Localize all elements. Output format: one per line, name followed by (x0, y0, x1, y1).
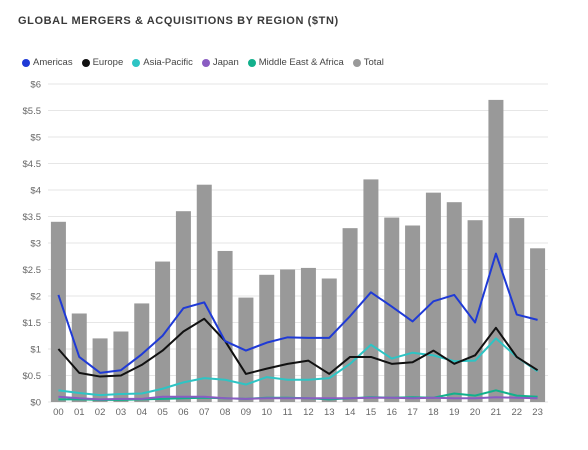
x-tick-label: 00 (53, 407, 64, 418)
bar-total (300, 267, 316, 402)
bar-total (134, 303, 150, 402)
y-tick-label: $5.5 (23, 106, 42, 117)
x-tick-label: 04 (136, 407, 147, 418)
y-tick-label: $2 (30, 292, 41, 303)
x-tick-label: 05 (157, 407, 168, 418)
bar-total (446, 202, 462, 402)
bar-total (113, 331, 129, 402)
bar-total (425, 192, 441, 402)
x-tick-label: 13 (324, 407, 335, 418)
line-asia-pacific (58, 337, 539, 397)
x-tick-label: 18 (428, 407, 439, 418)
y-tick-label: $1 (30, 345, 41, 356)
legend-item: Europe (81, 57, 124, 68)
y-tick-label: $0.5 (23, 371, 42, 382)
bar-total (467, 220, 483, 402)
legend-label: Middle East & Africa (258, 57, 344, 68)
x-tick-label: 16 (386, 407, 397, 418)
x-tick-label: 10 (261, 407, 272, 418)
bar-total (196, 184, 212, 402)
line-americas (57, 252, 538, 374)
bar-total (321, 278, 337, 402)
x-tick-label: 17 (407, 407, 418, 418)
legend-swatch (201, 58, 210, 67)
x-tick-label: 06 (178, 407, 189, 418)
y-tick-label: $3.5 (23, 212, 42, 223)
x-tick-label: 19 (449, 407, 460, 418)
legend-label: Total (363, 57, 384, 68)
legend-label: Europe (92, 57, 124, 68)
x-tick-label: 14 (345, 407, 356, 418)
legend-item: Middle East & Africa (247, 57, 344, 68)
legend-label: Japan (212, 57, 239, 68)
y-tick-label: $4.5 (23, 159, 42, 170)
legend-swatch (132, 58, 141, 67)
x-tick-label: 08 (220, 407, 231, 418)
x-tick-label: 07 (199, 407, 210, 418)
bar-total (530, 248, 546, 402)
legend-swatch (247, 58, 256, 67)
x-tick-label: 02 (95, 407, 106, 418)
legend-label: Asia-Pacific (143, 57, 193, 68)
bar-total (50, 221, 66, 402)
x-tick-label: 21 (491, 407, 502, 418)
bar-total (363, 179, 379, 402)
x-tick-label: 22 (511, 407, 522, 418)
chart-title: GLOBAL MERGERS & ACQUISITIONS BY REGION … (18, 15, 339, 27)
x-tick-label: 03 (116, 407, 127, 418)
legend-swatch (352, 58, 361, 67)
x-tick-label: 11 (283, 407, 293, 418)
legend-swatch (22, 58, 30, 67)
bar-total (509, 218, 525, 402)
bar-total (405, 225, 421, 402)
legend-swatch (81, 58, 90, 67)
x-tick-label: 09 (241, 407, 252, 418)
x-tick-label: 23 (532, 407, 543, 418)
bar-total (155, 261, 171, 402)
x-tick-label: 20 (470, 407, 481, 418)
chart-legend: Americas Europe Asia-Pacific Japan Middle Ea… (22, 57, 384, 68)
y-tick-label: $3 (30, 239, 41, 250)
y-tick-label: $0 (30, 398, 41, 409)
y-tick-label: $5 (30, 133, 41, 144)
bar-total (175, 211, 191, 402)
x-tick-label: 01 (74, 407, 85, 418)
legend-item: Asia-Pacific (132, 57, 193, 68)
line-japan (58, 395, 538, 401)
bar-total (280, 269, 296, 402)
x-tick-label: 12 (303, 407, 314, 418)
bar-total (217, 250, 233, 402)
legend-item: Japan (201, 57, 239, 68)
bar-total (488, 99, 504, 403)
bar-total (92, 338, 108, 402)
legend-item: Americas (22, 57, 73, 68)
line-europe (57, 317, 539, 378)
y-tick-label: $1.5 (23, 318, 42, 329)
y-tick-label: $4 (30, 186, 41, 197)
bar-total (259, 274, 275, 402)
y-tick-label: $6 (30, 80, 41, 91)
y-tick-label: $2.5 (23, 265, 42, 276)
legend-item: Total (352, 57, 384, 68)
x-tick-label: 15 (366, 407, 377, 418)
legend-label: Americas (33, 57, 73, 68)
